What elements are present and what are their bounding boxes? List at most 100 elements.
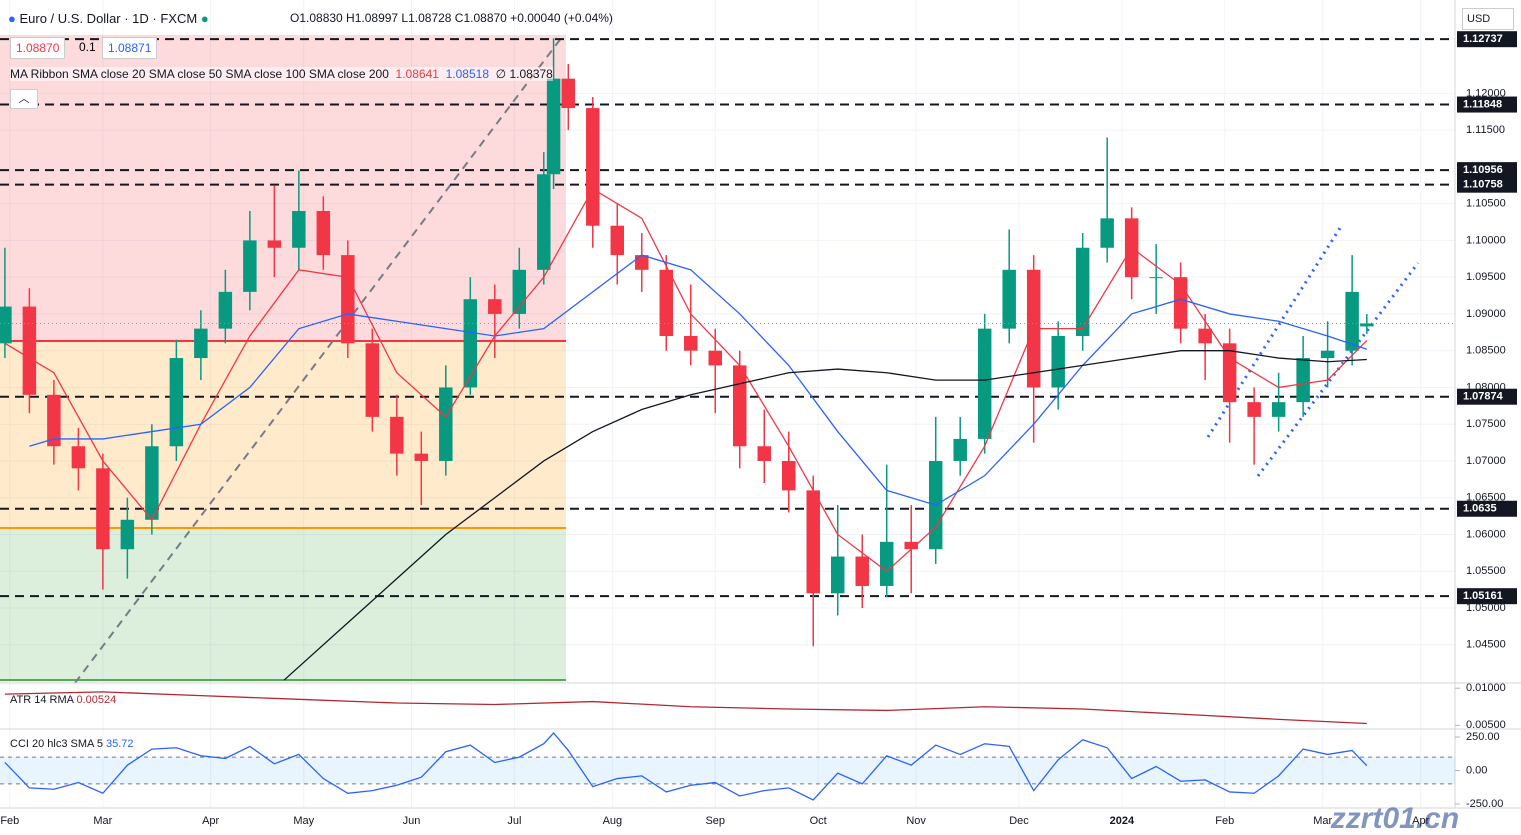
x-tick-label: Feb [1215,815,1234,827]
line [283,350,1367,681]
candle-body [537,174,551,270]
x-tick-label: Mar [1313,815,1332,827]
y-tick-label: 1.10000 [1466,234,1506,246]
candle-body [659,269,673,336]
level-label-bg [1457,588,1517,605]
y-tick-label: -250.00 [1466,798,1503,810]
band [0,757,1455,784]
candle-body [365,343,380,417]
level-label: 1.11848 [1463,98,1502,110]
zone [0,35,566,341]
candle-body [708,350,722,366]
candle-body [1002,269,1016,329]
cci-legend: CCI 20 hlc3 SMA 5 35.72 [10,738,134,750]
level-label: 1.10956 [1463,164,1503,176]
y-tick-label: 1.04500 [1466,639,1506,651]
candle-body [1198,328,1212,344]
x-tick-label: Jun [403,815,421,827]
y-tick-label: 1.07000 [1466,455,1506,467]
ask[interactable]: 1.08871 [102,37,158,59]
y-tick-label: 1.07500 [1466,418,1506,430]
candle-body [1247,402,1261,417]
x-tick-label: Feb [0,815,19,827]
candle-body [1345,291,1359,351]
symbol: Euro / U.S. Dollar · 1D · FXCM [19,11,198,26]
candle-body [390,416,404,454]
candle-body [806,490,820,594]
ribbon-legend: MA Ribbon SMA close 20 SMA close 50 SMA … [10,67,553,81]
candle-body [316,211,331,256]
y-tick-label: 1.06500 [1466,492,1506,504]
candle-body [292,211,306,248]
candle-body [0,306,12,344]
currency[interactable]: USD [1462,8,1514,30]
candle-body [243,240,257,292]
level-label: 1.05161 [1463,590,1503,602]
x-tick-label: Oct [810,815,827,827]
candle-body [1296,358,1310,403]
x-tick-label: May [293,815,314,827]
candle-body [1320,350,1335,359]
legend-value: 1.08518 [445,67,489,81]
collapse-button[interactable]: ︿ [10,89,38,109]
x-tick-label: Mar [93,815,112,827]
candle-body [879,541,894,586]
y-tick-label: 0.00 [1466,764,1487,776]
candle-body [463,299,478,388]
y-tick-label: 250.00 [1466,731,1500,743]
x-tick-label: 2024 [1110,815,1135,827]
candle-body [977,328,992,439]
atr-value: 0.00524 [76,694,117,706]
candle-body [855,556,869,586]
y-tick-label: 0.01000 [1466,682,1506,694]
legend-title: MA Ribbon SMA close 20 SMA close 50 SMA … [10,67,389,81]
candle-body [47,394,61,447]
ohlc: O1.08830 H1.08997 L1.08728 C1.08870 +0.0… [290,11,613,25]
candle-body [341,255,355,344]
candle-body [684,335,698,351]
candle-body [218,291,233,329]
candle-body [782,460,796,491]
legend-value: 1.08641 [395,67,439,81]
cci-title: CCI 20 hlc3 SMA 5 [10,738,103,750]
candle-body [733,365,747,447]
x-tick-label: Jul [507,815,521,827]
candle-body [1149,277,1163,279]
y-tick-label: 1.10500 [1466,198,1506,210]
price-axis [1455,0,1521,835]
candle-body [169,358,184,447]
candle-body [635,255,649,270]
candle-body [488,299,502,314]
candle-body [71,446,86,469]
legend-value: 1.08378 [509,67,553,81]
candle-body [439,387,453,461]
candle-body [267,240,282,248]
level-label-bg [1457,96,1517,113]
fib-zones [0,35,1420,684]
candle-body [414,453,429,461]
legend-value: ∅ [495,67,507,81]
x-tick-label: Nov [906,815,926,827]
y-tick-label: 1.05500 [1466,565,1506,577]
cci-value: 35.72 [106,738,134,750]
candle-body [120,519,135,550]
symbol-title: ● Euro / U.S. Dollar · 1D · FXCM ● [8,11,209,26]
atr-legend: ATR 14 RMA 0.00524 [10,694,116,706]
y-tick-label: 1.09500 [1466,271,1506,283]
candle-body [194,328,208,359]
y-tick-label: 0.00500 [1466,719,1506,731]
bid[interactable]: 1.08870 [10,37,66,59]
trend-line [74,36,563,684]
y-tick-label: 1.09000 [1466,308,1506,320]
candle-body [1051,335,1065,388]
x-tick-label: Sep [705,815,725,827]
zone [0,528,566,680]
candle-body [904,541,918,550]
candle-body [586,108,600,226]
candle-body [1100,218,1114,248]
line [4,691,1367,725]
level-label: 1.0635 [1463,503,1497,515]
x-tick-label: Apr [1412,815,1429,827]
